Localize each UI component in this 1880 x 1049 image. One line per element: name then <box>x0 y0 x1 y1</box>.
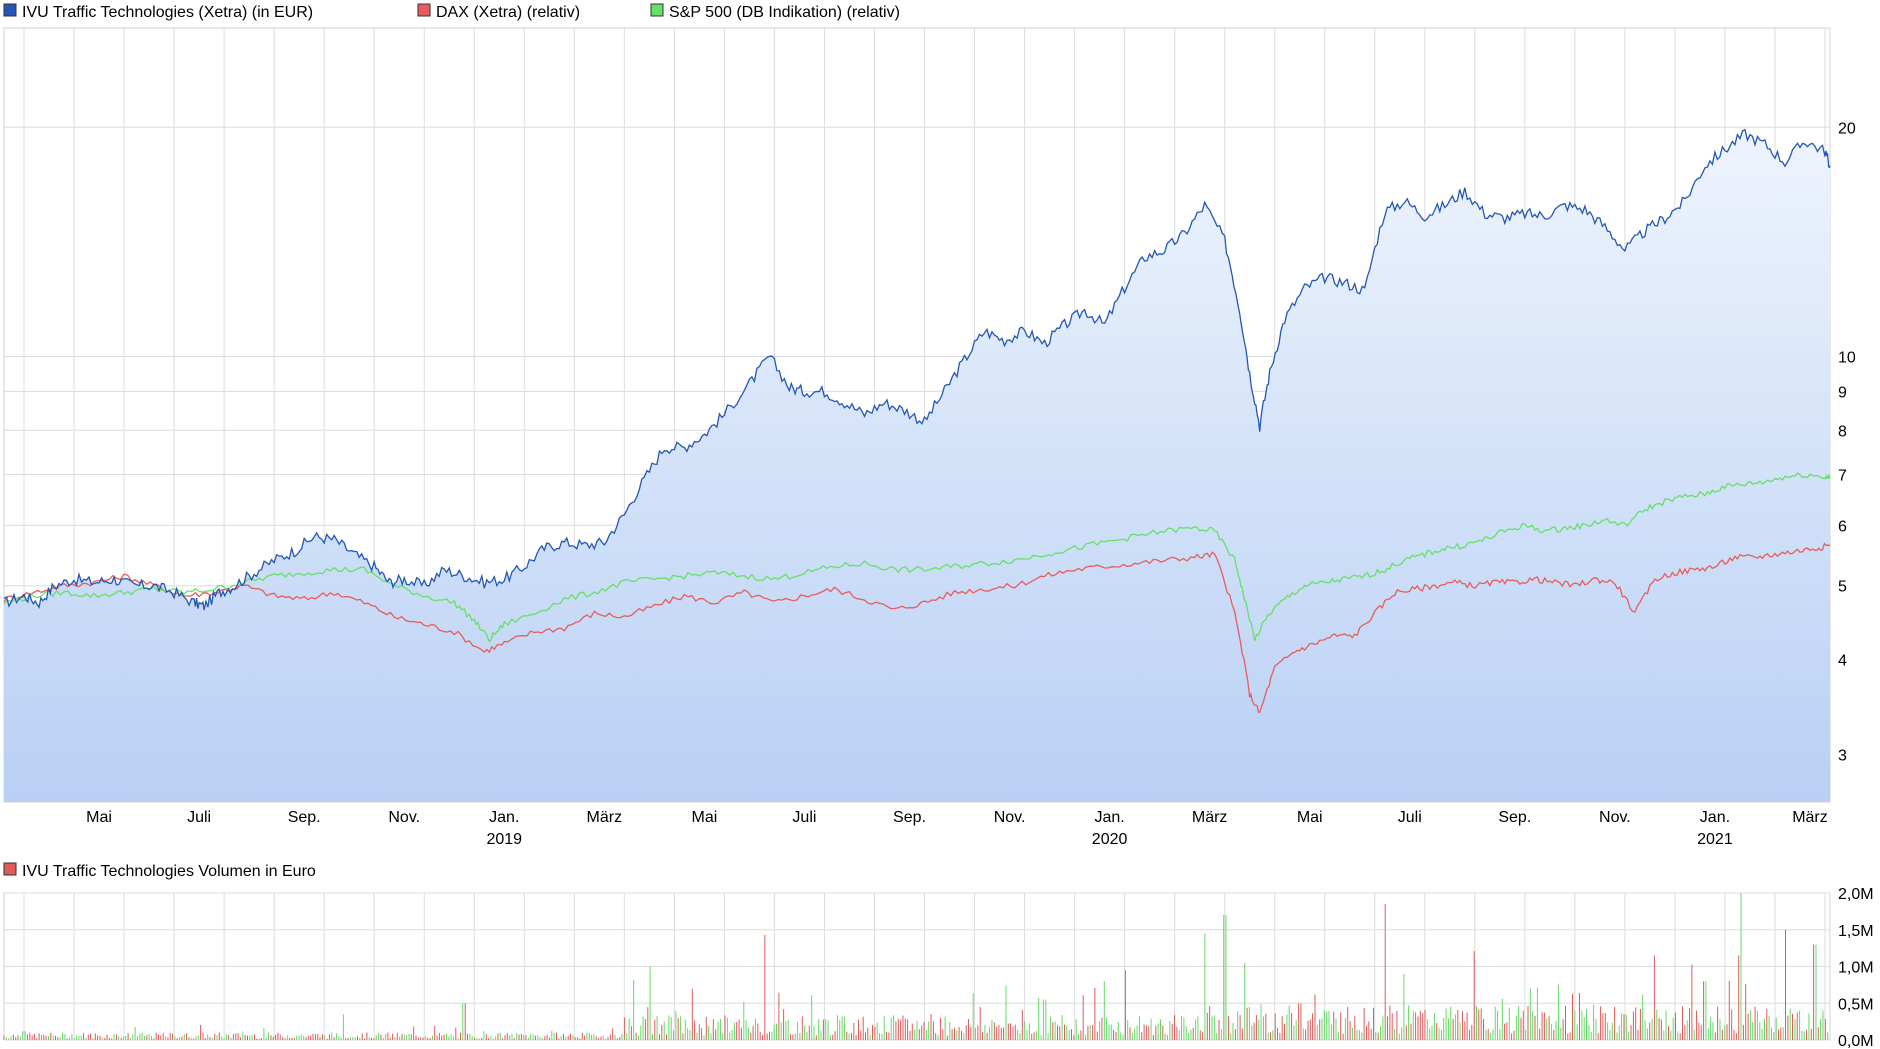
price-tick-label: 10 <box>1838 349 1856 366</box>
month-tick-label: Nov. <box>388 809 420 826</box>
month-tick-label: März <box>1192 809 1228 826</box>
price-tick-label: 3 <box>1838 748 1847 765</box>
month-tick-label: Sep. <box>893 809 926 826</box>
month-tick-label: Mai <box>691 809 717 826</box>
legend-swatch-volume <box>3 862 17 876</box>
sp500-line <box>3 472 1831 643</box>
month-tick-label: Nov. <box>994 809 1026 826</box>
legend-swatch-dax <box>417 3 431 17</box>
legend-swatch-ivu <box>3 3 17 17</box>
price-tick-label: 7 <box>1838 467 1847 484</box>
month-tick-label: Juli <box>1398 809 1422 826</box>
main-lines <box>3 128 1831 714</box>
price-tick-label: 5 <box>1838 579 1847 596</box>
volume-tick-label: 0,5M <box>1838 996 1874 1013</box>
month-tick-label: März <box>587 809 623 826</box>
volume-bars <box>3 893 1829 1040</box>
month-tick-label: Jan. <box>1700 809 1730 826</box>
year-tick-label: 2021 <box>1697 831 1733 848</box>
month-tick-label: Jan. <box>489 809 519 826</box>
month-tick-label: Mai <box>1297 809 1323 826</box>
price-tick-label: 8 <box>1838 423 1847 440</box>
month-tick-label: Jan. <box>1094 809 1124 826</box>
price-tick-label: 6 <box>1838 518 1847 535</box>
volume-tick-label: 1,5M <box>1838 923 1874 940</box>
price-tick-label: 20 <box>1838 120 1856 137</box>
year-tick-label: 2019 <box>486 831 522 848</box>
month-tick-label: März <box>1792 809 1828 826</box>
time-axis-ticks: Mai Juli Sep. Nov. Jan. März Mai Juli Sep. Nov. Ja… <box>86 809 1828 848</box>
volume-tick-label: 0,0M <box>1838 1033 1874 1049</box>
legend-label-dax: DAX (Xetra) (relativ) <box>436 4 580 21</box>
legend-label-ivu: IVU Traffic Technologies (Xetra) (in EUR… <box>22 4 313 21</box>
year-tick-label: 2020 <box>1092 831 1128 848</box>
volume-grid <box>3 892 1831 1041</box>
month-tick-label: Sep. <box>1498 809 1531 826</box>
volume-tick-label: 2,0M <box>1838 886 1874 903</box>
price-tick-label: 4 <box>1838 653 1847 670</box>
ivu-line <box>3 128 1831 611</box>
legend-label-sp500: S&P 500 (DB Indikation) (relativ) <box>669 4 900 21</box>
volume-axis-ticks: 0,0M 0,5M 1,0M 1,5M 2,0M <box>1838 886 1874 1049</box>
month-tick-label: Sep. <box>288 809 321 826</box>
dax-line <box>3 542 1831 714</box>
month-tick-label: Mai <box>86 809 112 826</box>
price-tick-label: 9 <box>1838 384 1847 401</box>
price-axis-ticks: 3 4 5 6 7 8 9 10 20 <box>1838 120 1856 764</box>
legend-label-volume: IVU Traffic Technologies Volumen in Euro <box>22 863 316 880</box>
month-tick-label: Nov. <box>1599 809 1631 826</box>
month-tick-label: Juli <box>792 809 816 826</box>
main-legend: IVU Traffic Technologies (Xetra) (in EUR… <box>3 3 900 21</box>
legend-swatch-sp500 <box>650 3 664 17</box>
volume-legend: IVU Traffic Technologies Volumen in Euro <box>3 862 316 880</box>
month-tick-label: Juli <box>187 809 211 826</box>
volume-tick-label: 1,0M <box>1838 960 1874 977</box>
